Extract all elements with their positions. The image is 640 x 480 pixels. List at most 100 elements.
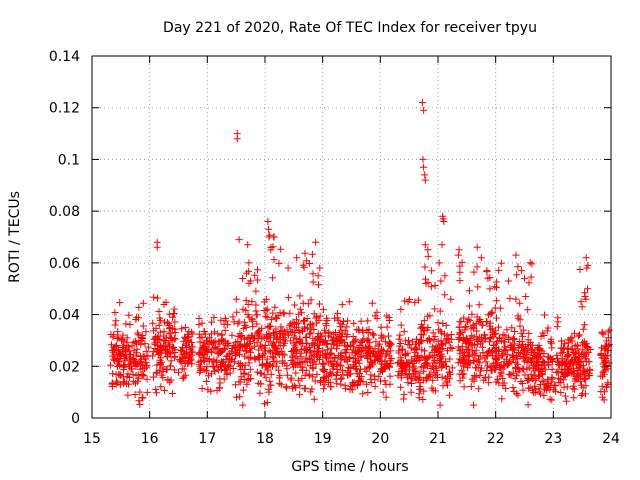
data-point xyxy=(411,372,419,380)
data-point xyxy=(247,353,255,361)
x-tick-label: 16 xyxy=(141,431,159,447)
data-point xyxy=(434,348,442,356)
data-point xyxy=(108,341,115,349)
data-point xyxy=(177,346,185,354)
data-point xyxy=(233,346,241,354)
y-axis-label: ROTI / TECUs xyxy=(7,191,23,283)
data-point xyxy=(581,321,589,329)
data-point xyxy=(336,361,344,369)
data-point xyxy=(298,375,306,382)
data-point xyxy=(547,335,555,343)
data-point xyxy=(367,371,375,379)
data-point xyxy=(295,327,303,334)
data-point xyxy=(516,352,524,360)
data-point xyxy=(279,342,287,350)
data-point xyxy=(316,300,323,308)
y-tick-label: 0.1 xyxy=(58,152,80,168)
data-point xyxy=(244,301,252,308)
data-point xyxy=(503,326,511,334)
data-point xyxy=(404,379,412,387)
data-point xyxy=(482,358,490,366)
data-point xyxy=(125,311,133,319)
data-point xyxy=(373,308,381,316)
data-point xyxy=(274,349,282,357)
data-point xyxy=(355,348,363,356)
data-point xyxy=(561,392,569,400)
data-point xyxy=(521,371,529,379)
data-point xyxy=(157,383,165,391)
data-point xyxy=(305,355,313,363)
data-point xyxy=(421,360,429,367)
data-point xyxy=(579,346,587,354)
data-point xyxy=(244,311,252,319)
data-point xyxy=(343,323,351,331)
data-point xyxy=(483,267,491,275)
data-point xyxy=(249,323,257,331)
data-point xyxy=(141,340,149,348)
data-point xyxy=(601,354,609,362)
data-point xyxy=(369,331,377,339)
data-point xyxy=(484,347,492,355)
data-point xyxy=(232,349,240,357)
data-point xyxy=(136,365,144,373)
data-point xyxy=(303,339,311,347)
data-point xyxy=(166,334,174,342)
data-point xyxy=(514,368,522,376)
data-point xyxy=(183,342,190,349)
data-point xyxy=(139,299,147,307)
data-point xyxy=(442,321,450,329)
data-point xyxy=(214,349,222,357)
data-point xyxy=(406,341,414,349)
data-point xyxy=(196,338,204,346)
data-point xyxy=(156,314,164,322)
data-point xyxy=(402,350,410,358)
data-point xyxy=(239,401,247,409)
data-point xyxy=(421,176,429,184)
data-point xyxy=(270,357,278,365)
y-tick-label: 0.12 xyxy=(49,101,80,117)
data-point xyxy=(498,395,506,403)
y-tick-label: 0 xyxy=(71,411,80,427)
data-point xyxy=(560,383,568,391)
data-point xyxy=(417,330,425,338)
data-point xyxy=(470,401,478,409)
data-point xyxy=(573,375,581,383)
data-point xyxy=(138,394,146,401)
data-point xyxy=(271,303,279,311)
data-point xyxy=(555,374,562,382)
data-point xyxy=(534,365,542,373)
data-point xyxy=(581,293,589,300)
data-point xyxy=(418,320,426,328)
data-point xyxy=(402,359,410,366)
data-point xyxy=(458,258,466,266)
data-point xyxy=(432,342,440,350)
data-point xyxy=(470,357,477,365)
data-point xyxy=(493,314,500,322)
data-point xyxy=(264,218,272,225)
data-point xyxy=(186,356,194,364)
data-point xyxy=(454,251,462,259)
data-point xyxy=(470,268,478,276)
data-point xyxy=(251,334,259,342)
data-point xyxy=(456,262,464,270)
data-point xyxy=(170,305,178,313)
data-point xyxy=(166,310,174,318)
data-point xyxy=(422,374,430,382)
data-point xyxy=(235,318,243,326)
data-point xyxy=(289,382,297,390)
data-point xyxy=(602,365,610,373)
data-point xyxy=(253,368,261,376)
data-point xyxy=(319,366,327,374)
data-point xyxy=(132,316,140,323)
data-point xyxy=(292,369,300,377)
data-point xyxy=(511,328,518,335)
data-point xyxy=(604,380,612,388)
data-point xyxy=(524,341,532,348)
data-point xyxy=(464,364,472,372)
data-point xyxy=(165,329,173,337)
data-point xyxy=(130,359,138,367)
data-point xyxy=(136,388,144,396)
data-point xyxy=(316,312,324,320)
data-point xyxy=(266,377,274,385)
data-point xyxy=(254,266,261,274)
